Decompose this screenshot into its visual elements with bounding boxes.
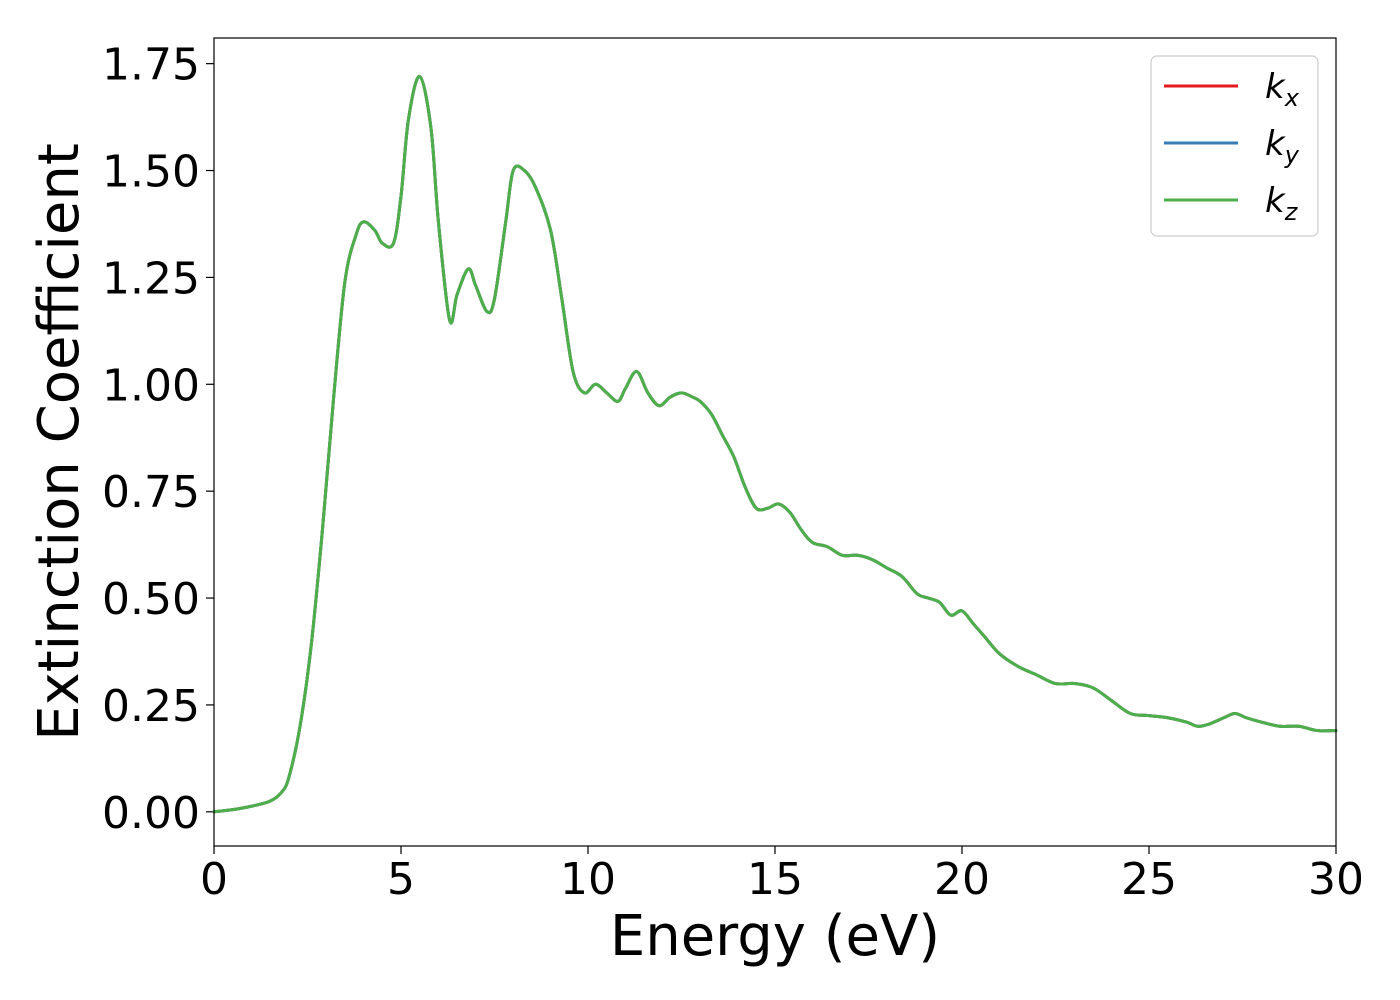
legend-label-base: k	[1265, 124, 1286, 164]
plot-frame	[213, 37, 1337, 847]
legend-label-k-z: kz	[1265, 181, 1299, 226]
legend-label-subscript: x	[1284, 84, 1300, 112]
legend-label-k-x: kx	[1265, 67, 1300, 112]
y-tick-label: 1.50	[102, 147, 200, 198]
x-tick-label: 5	[387, 854, 415, 905]
x-axis-title: Energy (eV)	[610, 904, 940, 969]
x-tick-label: 15	[747, 854, 803, 905]
x-tick-label: 25	[1121, 854, 1177, 905]
legend-label-base: k	[1265, 67, 1286, 107]
series-line-k-z	[212, 74, 1338, 814]
y-tick-label: 1.00	[102, 360, 200, 411]
series-lines	[212, 74, 1338, 814]
x-tick-label: 0	[200, 854, 228, 905]
y-axis-title: Extinction Coefficient	[27, 143, 92, 741]
legend-label-subscript: z	[1284, 198, 1299, 226]
legend-box	[1150, 55, 1319, 237]
y-tick-label: 1.75	[102, 40, 200, 91]
legend-label-base: k	[1265, 181, 1286, 221]
y-tick-label: 0.00	[102, 788, 200, 839]
y-tick-label: 1.25	[102, 253, 200, 304]
x-axis-ticks: 0 5 10 15 20 25 30	[200, 846, 1364, 905]
y-axis-ticks: 0.00 0.25 0.50 0.75 1.00 1.25 1.50 1.75	[102, 40, 214, 839]
y-tick-label: 0.75	[102, 467, 200, 518]
y-tick-label: 0.25	[102, 681, 200, 732]
legend-label-k-y: ky	[1265, 124, 1300, 169]
x-tick-label: 20	[934, 854, 990, 905]
y-tick-label: 0.50	[102, 574, 200, 625]
x-tick-label: 30	[1308, 854, 1364, 905]
x-tick-label: 10	[560, 854, 616, 905]
legend-label-subscript: y	[1284, 141, 1300, 169]
